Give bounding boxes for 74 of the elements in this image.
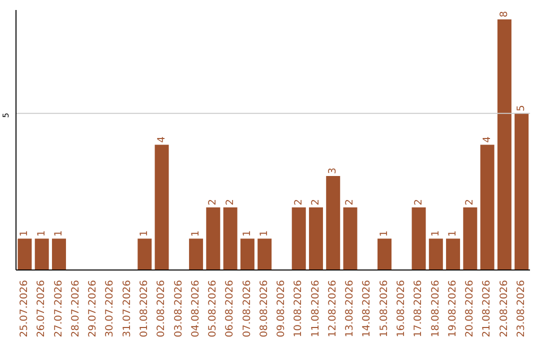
- data-label: 2: [464, 198, 476, 206]
- data-label: 8: [498, 11, 510, 18]
- data-label: 2: [344, 198, 356, 206]
- bar: [326, 176, 340, 270]
- data-label: 2: [224, 198, 236, 206]
- data-label: 1: [139, 230, 150, 237]
- x-tick-label: 02.08.2026: [156, 280, 168, 338]
- data-label: 1: [53, 230, 64, 237]
- x-tick-label: 20.08.2026: [464, 280, 476, 338]
- x-tick-label: 15.08.2026: [378, 280, 390, 338]
- x-tick-label: 05.08.2026: [208, 280, 219, 338]
- bar: [206, 207, 220, 270]
- bar: [223, 207, 238, 270]
- data-label: 1: [430, 230, 442, 237]
- x-tick-label: 27.07.2026: [53, 280, 64, 338]
- bar: [378, 238, 392, 270]
- x-tick-label: 16.08.2026: [396, 280, 407, 338]
- data-label: 1: [448, 230, 459, 237]
- data-label: 2: [310, 198, 322, 206]
- data-label: 2: [413, 198, 424, 206]
- data-label: 3: [328, 168, 339, 174]
- bar: [428, 238, 443, 270]
- x-tick-label: 28.07.2026: [70, 280, 82, 338]
- x-tick-label: 22.08.2026: [498, 280, 510, 338]
- x-tick-label: 04.08.2026: [190, 280, 202, 338]
- x-tick-label: 17.08.2026: [413, 280, 424, 338]
- bar: [52, 238, 66, 270]
- data-label: 2: [208, 198, 219, 206]
- x-tick-label: 07.08.2026: [242, 280, 253, 338]
- bar: [292, 207, 306, 270]
- x-tick-label: 25.07.2026: [19, 280, 30, 338]
- x-tick-label: 03.08.2026: [173, 280, 184, 338]
- bar: [154, 144, 169, 270]
- bar: [343, 207, 358, 270]
- x-tick-label: 13.08.2026: [344, 280, 356, 338]
- x-tick-label: 08.08.2026: [258, 280, 270, 338]
- bar: [34, 238, 49, 270]
- bar: [138, 238, 152, 270]
- x-tick-label: 18.08.2026: [430, 280, 442, 338]
- x-tick-label: 31.07.2026: [122, 280, 133, 338]
- x-tick-label: 12.08.2026: [327, 280, 338, 338]
- bar: [446, 238, 460, 270]
- x-tick-label: 26.07.2026: [36, 280, 48, 338]
- bar: [308, 207, 323, 270]
- data-label: 4: [482, 136, 493, 143]
- data-label: 1: [242, 230, 253, 237]
- x-tick-label: 30.07.2026: [104, 280, 116, 338]
- x-tick-label: 29.07.2026: [88, 280, 99, 338]
- data-label: 1: [259, 230, 270, 237]
- data-label: 1: [379, 230, 390, 237]
- bar: [189, 238, 204, 270]
- bar: [258, 238, 272, 270]
- bar: [412, 207, 426, 270]
- bar: [18, 238, 32, 270]
- x-tick-label: 11.08.2026: [310, 280, 322, 338]
- bar: [514, 113, 529, 270]
- x-tick-label: 01.08.2026: [139, 280, 150, 338]
- data-label: 5: [516, 105, 528, 112]
- x-tick-label: 21.08.2026: [482, 280, 493, 338]
- x-tick-label: 14.08.2026: [362, 280, 373, 338]
- data-label: 1: [190, 230, 202, 237]
- x-tick-label: 09.08.2026: [276, 280, 288, 338]
- x-tick-label: 19.08.2026: [447, 280, 458, 338]
- x-tick-label: 10.08.2026: [293, 280, 304, 338]
- data-label: 1: [36, 230, 48, 237]
- data-label: 4: [156, 136, 168, 143]
- data-label: 1: [19, 230, 30, 237]
- data-label: 2: [293, 198, 304, 206]
- x-tick-label: 06.08.2026: [224, 280, 236, 338]
- bar: [240, 238, 254, 270]
- x-tick-label: 23.08.2026: [516, 280, 527, 338]
- bar: [463, 207, 478, 270]
- bar: [480, 144, 494, 270]
- bar: [497, 19, 512, 270]
